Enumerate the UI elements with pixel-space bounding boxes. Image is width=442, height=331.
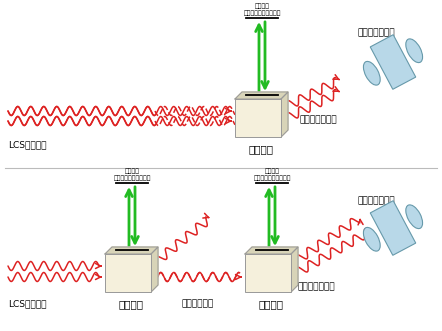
Ellipse shape [406,39,423,63]
Ellipse shape [363,227,380,251]
Text: ガンマ線の放出: ガンマ線の放出 [300,115,338,124]
Text: 基底状態: 基底状態 [125,252,140,258]
Text: 第一試料: 第一試料 [118,299,144,309]
Ellipse shape [363,61,380,85]
Polygon shape [151,247,158,292]
Text: ガンマ線の放出: ガンマ線の放出 [298,282,335,291]
Text: 励起状態
（シザース・モード）: 励起状態 （シザース・モード） [243,4,281,16]
Text: 基底状態: 基底状態 [255,97,270,103]
Polygon shape [370,35,416,89]
Polygon shape [105,247,158,254]
Polygon shape [370,201,416,255]
Text: 励起状態
（シザース・モード）: 励起状態 （シザース・モード） [253,169,291,181]
Polygon shape [281,92,288,137]
Text: 励起状態
（シザース・モード）: 励起状態 （シザース・モード） [113,169,151,181]
Text: 透過ガンマ線: 透過ガンマ線 [182,300,214,308]
Text: LCSガンマ線: LCSガンマ線 [8,140,46,149]
Text: 第二試料: 第二試料 [259,299,283,309]
Text: ガンマ線検出器: ガンマ線検出器 [358,28,396,37]
Polygon shape [291,247,298,292]
Text: 第二試料: 第二試料 [248,144,274,154]
Bar [235,99,281,137]
Polygon shape [245,247,298,254]
Text: LCSガンマ線: LCSガンマ線 [8,300,46,308]
Polygon shape [235,92,288,99]
Ellipse shape [406,205,423,229]
Bar [105,254,151,292]
Text: 基底状態: 基底状態 [264,252,279,258]
Text: ガンマ線検出器: ガンマ線検出器 [358,196,396,205]
Bar [245,254,291,292]
